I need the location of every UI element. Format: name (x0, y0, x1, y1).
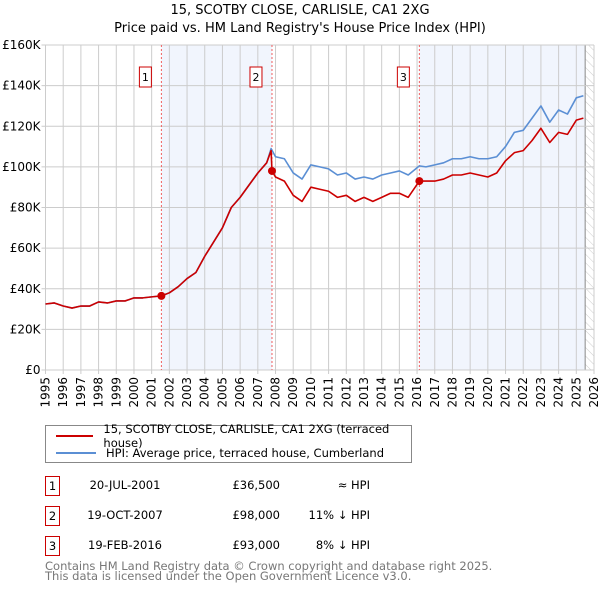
legend-item-hpi: HPI: Average price, terraced house, Cumb… (56, 445, 384, 461)
x-tick-label: 2012 (339, 377, 353, 408)
y-tick-label: £160K (2, 38, 42, 52)
sale-price: £36,500 (232, 478, 280, 492)
y-tick-label: £80K (10, 201, 42, 215)
chart-title: 15, SCOTBY CLOSE, CARLISLE, CA1 2XG (170, 3, 430, 18)
y-tick-label: £40K (10, 282, 42, 296)
legend-swatch-blue (56, 452, 96, 454)
x-tick-label: 2024 (552, 377, 566, 408)
footer-licence: This data is licensed under the Open Gov… (45, 569, 412, 583)
sale-point (415, 177, 424, 186)
x-tick-label: 2004 (198, 377, 212, 408)
sale-price: £93,000 (232, 538, 280, 552)
y-tick-label: £140K (2, 79, 42, 93)
sale-hpi-diff: 11% ↓ HPI (308, 508, 370, 522)
sale-date: 19-OCT-2007 (87, 508, 163, 522)
x-tick-label: 2017 (428, 377, 442, 408)
y-tick-label: £20K (10, 322, 42, 336)
x-tick-label: 2018 (445, 377, 459, 408)
y-tick-label: £120K (2, 119, 42, 133)
x-tick-label: 2003 (180, 377, 194, 408)
x-tick-label: 2020 (481, 377, 495, 408)
x-tick-label: 2022 (516, 377, 530, 408)
legend-item-property: 15, SCOTBY CLOSE, CARLISLE, CA1 2XG (ter… (56, 422, 411, 450)
sale-label-number: 1 (142, 71, 149, 84)
sale-badge: 2 (45, 506, 60, 526)
sale-row: 3 19-FEB-2016 £93,000 8% ↓ HPI (45, 536, 385, 556)
x-tick-label: 2001 (145, 377, 159, 408)
sale-row: 1 20-JUL-2001 £36,500 ≈ HPI (45, 476, 385, 496)
sale-row: 2 19-OCT-2007 £98,000 11% ↓ HPI (45, 506, 385, 526)
legend-swatch-red (56, 435, 94, 437)
sale-date: 20-JUL-2001 (89, 478, 161, 492)
x-tick-label: 2002 (162, 377, 176, 408)
sale-label-box (249, 66, 263, 88)
legend: 15, SCOTBY CLOSE, CARLISLE, CA1 2XG (ter… (45, 422, 412, 463)
x-tick-label: 2025 (569, 377, 583, 408)
x-tick-label: 2026 (587, 377, 600, 408)
sale-hpi-diff: ≈ HPI (337, 478, 370, 492)
price-chart: 1995 1996 1997 1998 1999 2000 2001 2002 2003 2004… (2, 38, 600, 408)
x-tick-label: 2000 (127, 377, 141, 408)
x-tick-label: 2009 (286, 377, 300, 408)
sale-price: £98,000 (232, 508, 280, 522)
x-tick-label: 2007 (251, 377, 265, 408)
x-tick-label: 2006 (233, 377, 247, 408)
sale-date: 19-FEB-2016 (88, 538, 162, 552)
chart-subtitle: Price paid vs. HM Land Registry's House … (114, 21, 486, 36)
x-tick-label: 2015 (392, 377, 406, 408)
y-tick-label: £100K (2, 160, 42, 174)
sale-label-box (138, 66, 152, 88)
legend-label: HPI: Average price, terraced house, Cumb… (106, 446, 384, 460)
x-tick-label: 2008 (269, 377, 283, 408)
x-tick-label: 2016 (410, 377, 424, 408)
x-tick-label: 1995 (39, 377, 53, 408)
sale-badge: 1 (45, 476, 60, 496)
x-tick-label: 2014 (375, 377, 389, 408)
x-tick-label: 2013 (357, 377, 371, 408)
footer-copyright: Contains HM Land Registry data © Crown c… (45, 559, 493, 573)
y-tick-label: £60K (10, 241, 42, 255)
sale-badge: 3 (45, 536, 60, 556)
x-tick-label: 1998 (92, 377, 106, 408)
x-tick-label: 2010 (304, 377, 318, 408)
sale-hpi-diff: 8% ↓ HPI (315, 538, 370, 552)
x-tick-label: 1996 (56, 377, 70, 408)
x-tick-label: 2023 (534, 377, 548, 408)
x-tick-label: 1999 (109, 377, 123, 408)
x-tick-label: 2005 (215, 377, 229, 408)
legend-label: 15, SCOTBY CLOSE, CARLISLE, CA1 2XG (ter… (103, 422, 390, 450)
x-tick-label: 2019 (463, 377, 477, 408)
x-tick-label: 2021 (499, 377, 513, 408)
sale-label-box (396, 66, 410, 88)
x-tick-label: 2011 (322, 377, 336, 408)
x-tick-label: 1997 (74, 377, 88, 408)
y-tick-label: £0 (25, 363, 40, 377)
property-price-line (45, 117, 584, 309)
sale-point (267, 166, 276, 175)
sale-point (157, 291, 166, 300)
sale-label-number: 2 (252, 71, 259, 84)
sale-label-number: 3 (400, 71, 407, 84)
